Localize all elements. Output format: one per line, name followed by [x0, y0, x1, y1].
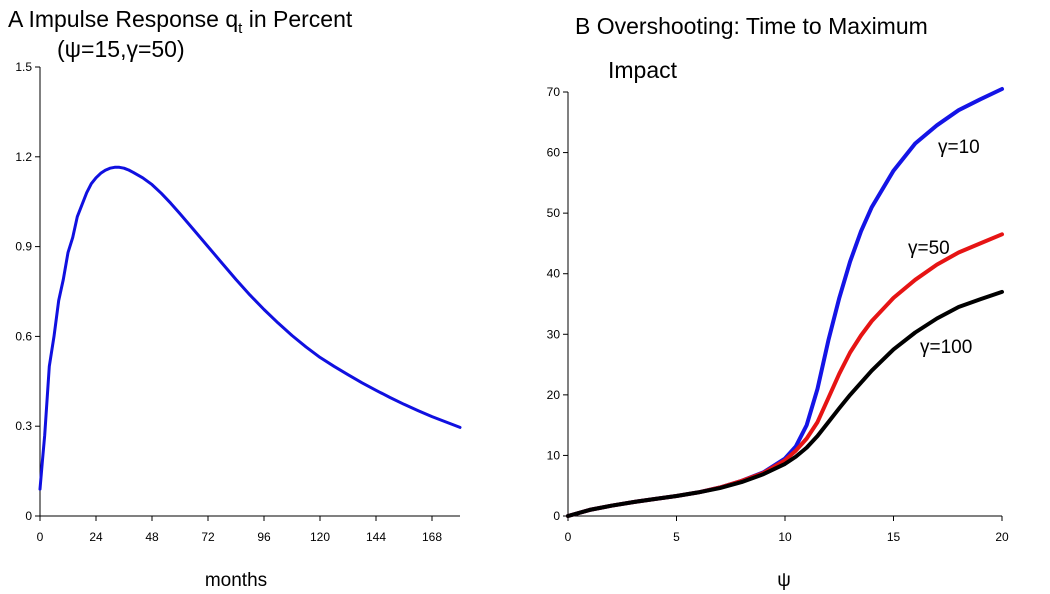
panel-a-ticks: 0 0.3 0.6 0.9 1.2 1.5 0 24 48 72 96 120 144 168: [15, 60, 442, 544]
panel-b-series-label-1: γ=10: [938, 137, 980, 158]
panel-a-series: [38, 165, 462, 491]
panel-a-x-tick-label: 120: [310, 530, 330, 544]
panel-b-series-line-3: [566, 289, 1004, 518]
panel-a-y-tick-label: 0: [25, 509, 32, 523]
panel-a-title-subscript: t: [238, 20, 243, 37]
panel-a-chart: A Impulse Response qt in Percent (ψ=15,γ…: [8, 6, 462, 591]
panel-b-axes: [567, 92, 1002, 517]
panel-b-y-tick-label: 30: [547, 327, 561, 341]
panel-b-ticks: 0 10 20 30 40 50 60 70 0 5 10 15 20: [547, 85, 1009, 544]
panel-a-x-tick-label: 72: [201, 530, 215, 544]
panel-a-x-tick-label: 48: [145, 530, 159, 544]
panel-a-y-tick-label: 1.2: [15, 150, 32, 164]
panel-b-x-axis-label: ψ: [777, 570, 791, 591]
panel-b-chart: B Overshooting: Time to Maximum Impact 0…: [547, 13, 1009, 591]
panel-a-x-tick-label: 144: [366, 530, 386, 544]
panel-a-title-suffix: in Percent: [242, 6, 353, 32]
panel-a-x-axis-label: months: [205, 570, 267, 591]
panel-a-x-tick-label: 96: [257, 530, 271, 544]
panel-a-axes: [39, 67, 460, 517]
panel-b-y-tick-label: 20: [547, 388, 561, 402]
panel-b-title-line1: B Overshooting: Time to Maximum: [575, 13, 928, 39]
panel-a-y-tick-label: 0.9: [15, 240, 32, 254]
panel-b-x-tick-label: 20: [995, 530, 1009, 544]
panel-a-x-tick-label: 0: [37, 530, 44, 544]
panel-a-y-tick-label: 0.3: [15, 419, 32, 433]
panel-a-series-line-1: [38, 165, 462, 491]
panel-b-series-line-1: [566, 87, 1004, 518]
panel-a-title-letter: A: [8, 6, 28, 32]
panel-b-series-labels: γ=10 γ=50 γ=100: [908, 137, 980, 358]
panel-a-title-line2: (ψ=15,γ=50): [57, 36, 185, 62]
panel-a-y-tick-label: 0.6: [15, 329, 32, 343]
panel-a-x-tick-label: 168: [422, 530, 442, 544]
panel-a-title-main: Impulse Response q: [28, 6, 238, 32]
panel-b-x-tick-label: 10: [778, 530, 792, 544]
panel-b-y-tick-label: 70: [547, 85, 561, 99]
panel-b-y-tick-label: 40: [547, 267, 561, 281]
panel-b-y-tick-label: 60: [547, 146, 561, 160]
panel-b-x-tick-label: 5: [673, 530, 680, 544]
panel-b-x-tick-label: 0: [565, 530, 572, 544]
panel-a-title-line1: A Impulse Response qt in Percent: [8, 6, 353, 37]
panel-b-series-line-2: [566, 232, 1004, 518]
panel-b-title-line2: Impact: [608, 57, 678, 83]
panel-b-y-tick-label: 0: [553, 509, 560, 523]
panel-b-y-tick-label: 50: [547, 206, 561, 220]
panel-b-series-label-2: γ=50: [908, 238, 950, 259]
panel-b-series: [566, 87, 1004, 518]
panel-b-y-tick-label: 10: [547, 448, 561, 462]
panel-a-x-tick-label: 24: [89, 530, 103, 544]
panel-b-x-tick-label: 15: [887, 530, 901, 544]
panel-b-series-label-3: γ=100: [920, 337, 972, 358]
panel-a-y-tick-label: 1.5: [15, 60, 32, 74]
